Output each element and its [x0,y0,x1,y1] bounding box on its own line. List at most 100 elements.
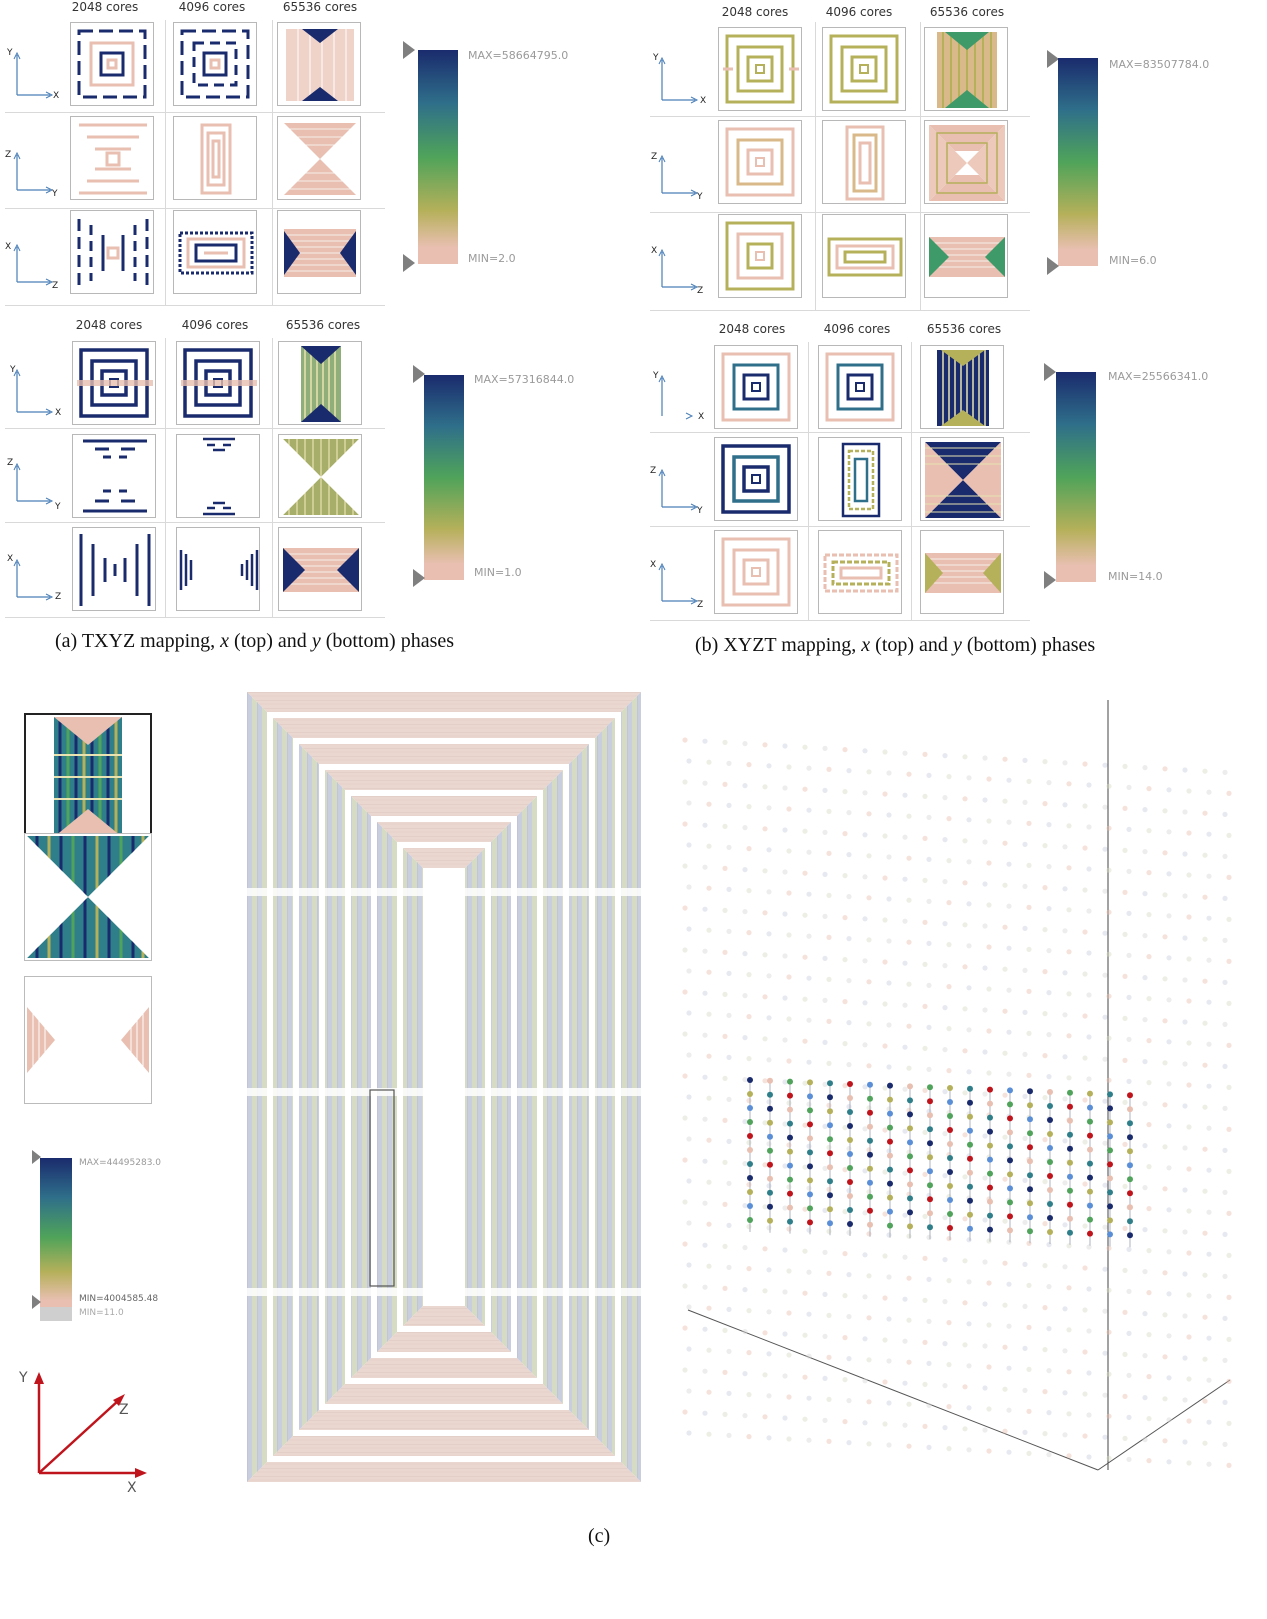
cloud-point [1146,1248,1152,1254]
cloud-point [802,996,808,1002]
cloud-point [926,1444,932,1450]
cloud-point [1142,1311,1148,1317]
focus-point [807,1149,813,1156]
focus-point [1027,1130,1033,1137]
cloud-point [862,748,868,754]
cloud-point [922,1045,928,1051]
cloud-point [1082,1433,1088,1439]
cloud-point [1062,1390,1068,1396]
cloud-point [1202,1020,1208,1026]
cloud-point [1126,1288,1132,1294]
focus-point [907,1181,913,1188]
cloud-point [1002,840,1008,846]
thumbnail-selected[interactable] [24,713,152,841]
cloud-point [946,984,952,990]
focus-point [967,1197,973,1204]
cloud-point [902,918,908,924]
core-label-b2: 4096 cores [823,322,891,336]
cloud-point [962,1090,968,1096]
cloud-point [1082,1307,1088,1313]
cloud-point [1082,1349,1088,1355]
heatmap-cell [822,27,906,111]
cloud-point [1226,1378,1232,1384]
colorbar-min2-label: MIN=11.0 [79,1308,124,1318]
cloud-point [682,821,688,827]
cloud-point [822,913,828,919]
cloud-point [1042,927,1048,933]
cloud-point [982,1427,988,1433]
cloud-point [1006,1449,1012,1455]
cloud-point [1206,1125,1212,1131]
cloud-point [1086,1286,1092,1292]
focus-point [807,1219,813,1226]
cloud-point [702,990,708,996]
cloud-point [922,1339,928,1345]
cloud-point [1186,1208,1192,1214]
thumbnail[interactable] [24,976,152,1104]
cloud-point [806,1269,812,1275]
focus-point [1027,1158,1033,1165]
cloud-point [962,1258,968,1264]
cloud-point [886,938,892,944]
cloud-point [1046,780,1052,786]
caption-var: y [952,634,962,656]
caption-var: x [220,630,230,652]
cloud-point [726,1264,732,1270]
focus-point [1107,1203,1113,1210]
cloud-point [882,1379,888,1385]
cloud-point [706,1221,712,1227]
cloud-point [1002,1176,1008,1182]
cloud-point [702,1158,708,1164]
panel-c: MAX=44495283.0 MIN=4004585.48 MIN=11.0 Y… [0,680,1267,1619]
cloud-point [1202,768,1208,774]
cloud-point [986,1322,992,1328]
cloud-point [1022,1051,1028,1057]
cloud-point [1082,971,1088,977]
cloud-point [1202,978,1208,984]
cloud-point [722,1411,728,1417]
thumbnail[interactable] [24,833,152,961]
cloud-point [1186,1376,1192,1382]
cloud-point [866,1021,872,1027]
cloud-point [802,1332,808,1338]
cloud-point [722,1075,728,1081]
cloud-point [942,1047,948,1053]
focus-point [1007,1227,1013,1234]
focus-point [1067,1103,1073,1110]
cloud-point [1226,1042,1232,1048]
focus-point [787,1148,793,1155]
cloud-point [922,1003,928,1009]
cloud-point [1046,1242,1052,1248]
cloud-point [766,1267,772,1273]
cloud-point [1162,934,1168,940]
cloud-point [746,1392,752,1398]
cloud-point [1206,999,1212,1005]
cloud-point [1026,1408,1032,1414]
focus-point [947,1099,953,1105]
caption-c: (c) [588,1525,611,1547]
axis-xz: X Z [5,237,59,297]
focus-point [767,1105,773,1112]
cloud-point [966,817,972,823]
cloud-point [746,972,752,978]
focus-point [947,1127,953,1133]
cloud-point [922,919,928,925]
cloud-point [1002,1260,1008,1266]
cloud-point [1102,1434,1108,1440]
focus-point [1107,1161,1113,1168]
cloud-point [882,1295,888,1301]
cloud-point [1062,1348,1068,1354]
cloud-point [806,849,812,855]
core-label-a1: 2048 cores [75,318,143,332]
cloud-point [1042,801,1048,807]
cloud-point [1026,946,1032,952]
focus-point [827,1164,833,1171]
axis-label-z: Z [52,281,59,291]
cloud-point [882,959,888,965]
cloud-point [1226,1336,1232,1342]
cloud-point [1062,886,1068,892]
heatmap-cell [70,22,154,106]
focus-point [907,1195,913,1202]
cloud-point [1222,853,1228,859]
cloud-point [786,932,792,938]
